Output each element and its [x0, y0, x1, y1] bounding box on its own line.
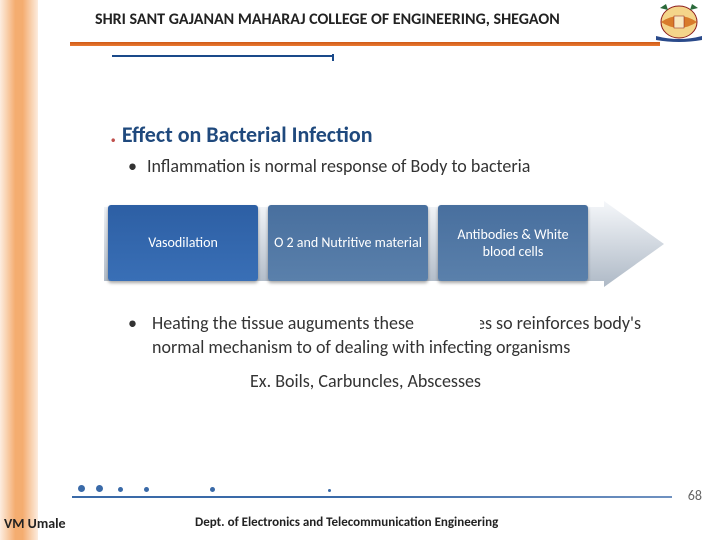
- bullet-heating-text-1: Heating the tissue auguments these: [152, 312, 414, 334]
- slide-title: Effect on Bacterial Infection: [122, 121, 373, 148]
- college-header: SHRI SANT GAJANAN MAHARAJ COLLEGE OF ENG…: [95, 10, 560, 29]
- process-boxes: Vasodilation O 2 and Nutritive material …: [108, 205, 588, 281]
- footer-divider: [72, 496, 672, 498]
- box-vasodilation: Vasodilation: [108, 205, 258, 281]
- left-accent-stripe: [0, 0, 38, 540]
- title-bullet: .: [110, 120, 122, 149]
- box-o2-nutritive: O 2 and Nutritive material: [268, 205, 428, 281]
- header-divider: [70, 42, 660, 46]
- decorative-dots: [78, 480, 418, 492]
- bullet-heating: • Heating the tissue auguments these c n…: [128, 311, 650, 360]
- box-antibodies: Antibodies & White blood cells: [438, 205, 588, 281]
- bullet-inflammation-text: Inflammation is normal response of Body …: [147, 155, 530, 177]
- slide-title-row: . Effect on Bacterial Infection: [110, 120, 650, 149]
- author-name: VM Umale: [4, 515, 66, 532]
- header-sub-divider: [112, 55, 332, 57]
- bullet-inflammation: •Inflammation is normal response of Body…: [128, 155, 650, 177]
- slide-content: . Effect on Bacterial Infection •Inflamm…: [110, 120, 650, 392]
- department-name: Dept. of Electronics and Telecommunicati…: [195, 515, 498, 530]
- page-number: 68: [688, 487, 702, 504]
- example-line: Ex. Boils, Carbuncles, Abscesses: [250, 370, 650, 392]
- text-gap-mask: [436, 316, 480, 338]
- college-logo: [654, 2, 704, 42]
- process-arrow: Vasodilation O 2 and Nutritive material …: [104, 193, 664, 293]
